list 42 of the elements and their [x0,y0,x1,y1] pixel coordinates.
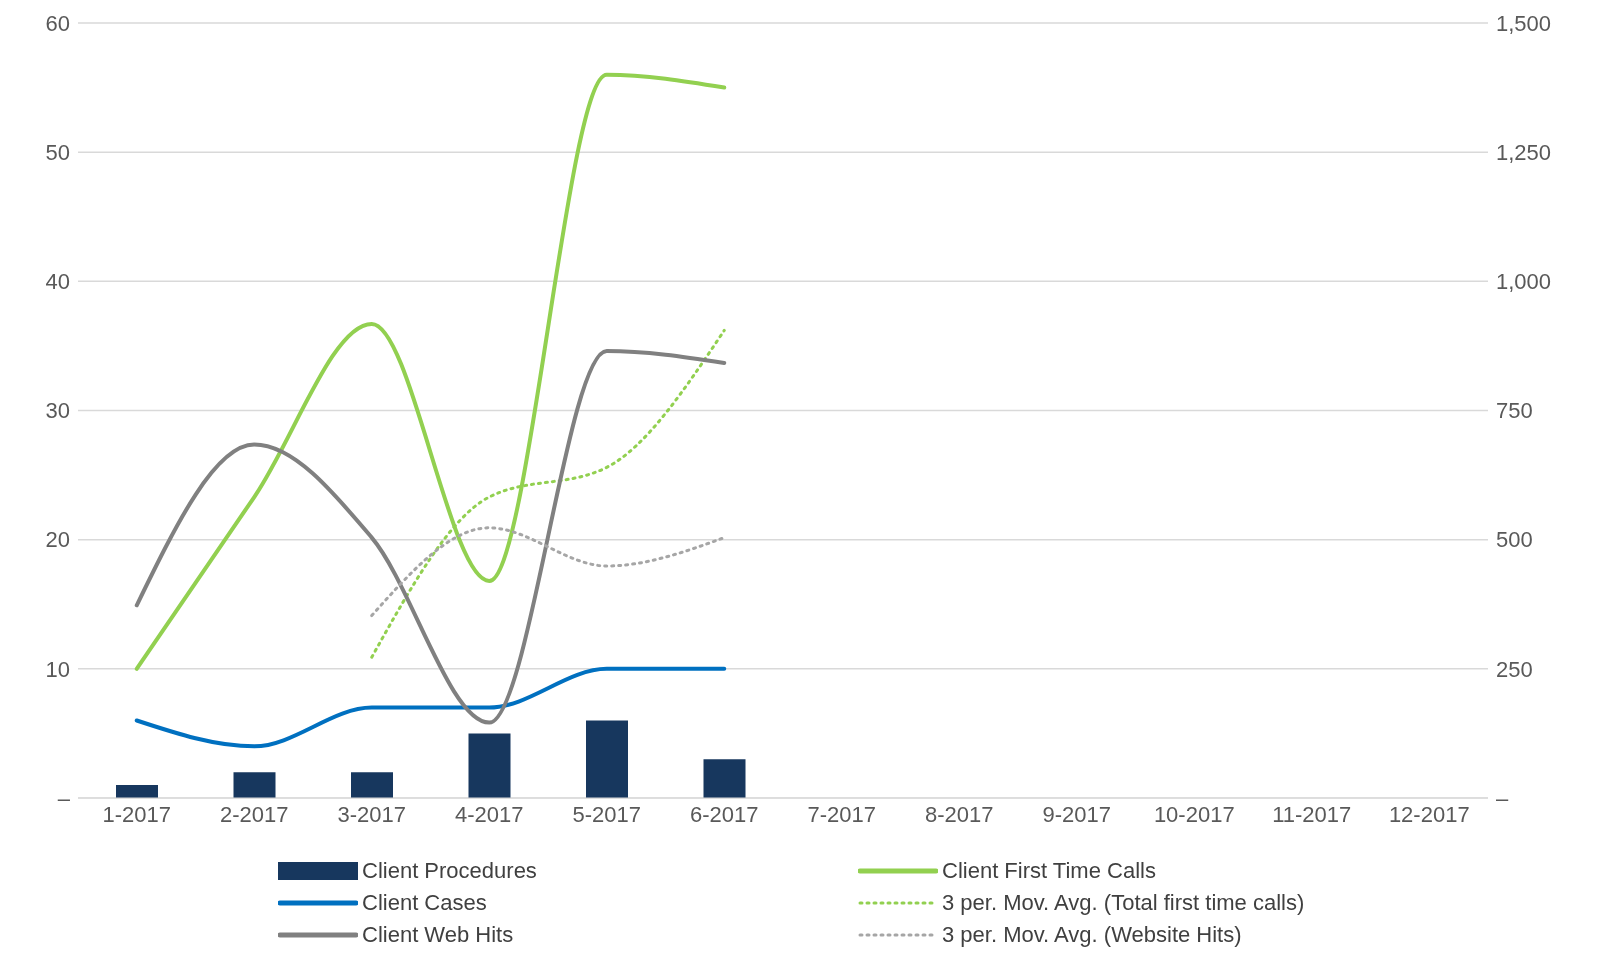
x-tick-label: 10-2017 [1153,801,1235,827]
legend-label: Client Cases [362,890,487,916]
y-tick-label: – [57,785,71,811]
y-tick-label: 20 [45,527,70,553]
x-tick-label: 3-2017 [337,801,407,827]
y2-tick-label: 1,000 [1496,269,1552,295]
bar [233,772,276,798]
y2-tick-label: 1,500 [1496,10,1552,36]
y2-tick-label: 250 [1496,656,1533,682]
y-tick-label: 60 [45,10,70,36]
line-series [134,349,727,725]
bar [703,759,746,798]
x-tick-label: 5-2017 [572,801,642,827]
legend-label: Client Web Hits [362,922,514,948]
line-series [370,526,726,618]
legend-label: 3 per. Mov. Avg. (Total first time calls) [942,890,1305,916]
x-tick-label: 8-2017 [924,801,994,827]
y2-tick-label: 1,250 [1496,139,1552,165]
y2-tick-label: 500 [1496,527,1533,553]
x-tick-label: 12-2017 [1388,801,1470,827]
x-tick-label: 6-2017 [689,801,759,827]
x-tick-label: 9-2017 [1042,801,1112,827]
legend-label: 3 per. Mov. Avg. (Website Hits) [942,922,1242,948]
bar [468,733,511,798]
bar [351,772,393,798]
line-series [134,666,727,749]
x-tick-label: 2-2017 [219,801,289,827]
x-tick-label: 4-2017 [454,801,524,827]
y2-tick-label: – [1496,785,1509,811]
y-tick-label: 30 [45,398,70,424]
x-tick-label: 7-2017 [807,801,877,827]
line-series [134,72,727,671]
y2-tick-label: 750 [1496,398,1533,424]
legend-label: Client First Time Calls [942,858,1156,884]
bar [116,785,158,798]
x-tick-label: 11-2017 [1272,801,1352,827]
x-tick-label: 1-2017 [102,801,172,827]
y-tick-label: 40 [45,269,70,295]
y-tick-label: 50 [45,139,70,165]
legend-label: Client Procedures [362,858,537,884]
y-tick-label: 10 [45,656,70,682]
bar [586,720,628,798]
